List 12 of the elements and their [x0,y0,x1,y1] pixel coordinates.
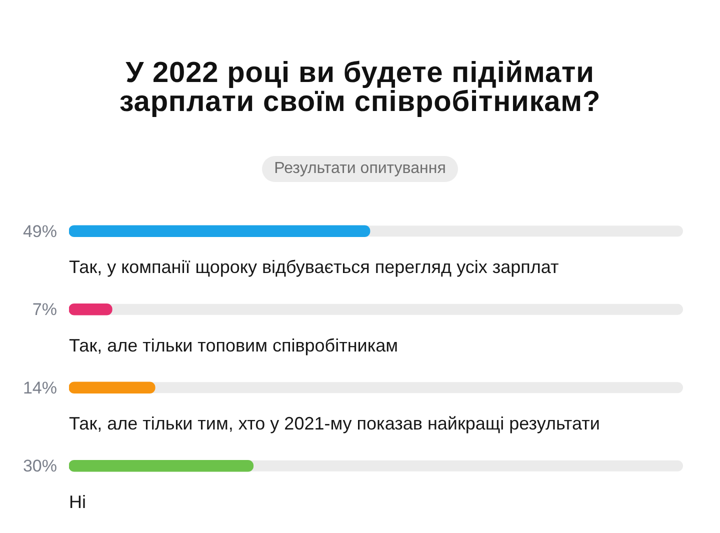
data-label: 30% [22,456,57,476]
y-tick-label: Ні [69,492,86,512]
chart-subtitle: Результати опитування [262,156,458,182]
chart-title: У 2022 році ви будете підіймати зарплати своїм співробітникам? [118,57,602,118]
bar [69,304,112,316]
y-tick-label: Так, у компанії щороку відбувається перегляд усіх зарплат [69,257,559,278]
y-tick-label: Так, але тільки тим, хто у 2021-му показав найкращі результати [69,414,600,434]
data-label: 14% [22,378,57,398]
bar [69,382,156,394]
data-label: 49% [22,222,57,241]
y-tick-label: Так, але тільки топовим співробітникам [69,335,398,356]
data-label: 7% [32,300,57,320]
